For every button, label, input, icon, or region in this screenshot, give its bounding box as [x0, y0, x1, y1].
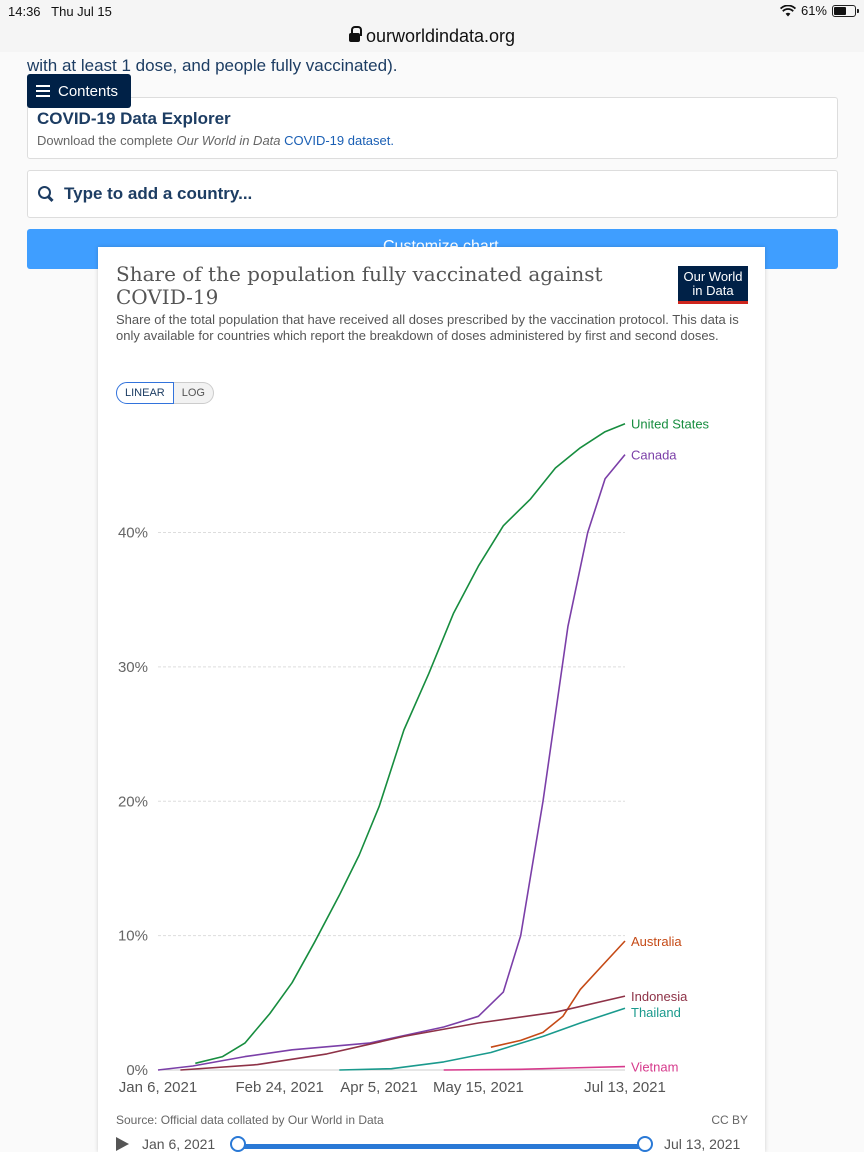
search-icon — [38, 186, 54, 202]
chart-title: Share of the population fully vaccinated… — [116, 262, 603, 309]
log-scale-button[interactable]: LOG — [173, 382, 214, 404]
status-bar: 14:36 Thu Jul 15 61% — [0, 0, 864, 22]
x-tick-label: Jul 13, 2021 — [584, 1079, 666, 1096]
battery-icon — [832, 4, 859, 17]
series-line — [157, 454, 626, 1071]
license-link[interactable]: CC BY — [711, 1113, 748, 1127]
timeline-end-handle[interactable] — [637, 1136, 653, 1152]
timeline-track[interactable] — [239, 1144, 649, 1149]
status-right: 61% — [779, 3, 859, 18]
line-chart: 0% 10% 20% 30% 40% Jan 6, 2021 Feb 24, 2021 Apr… — [118, 417, 710, 1096]
url-text[interactable]: ourworldindata.org — [365, 25, 516, 46]
lock-icon — [348, 25, 362, 44]
series-line — [180, 995, 626, 1071]
linear-scale-button[interactable]: LINEAR — [116, 382, 174, 404]
x-tick-label: Feb 24, 2021 — [236, 1079, 324, 1096]
y-tick-label: 20% — [118, 793, 148, 810]
data-explorer-card[interactable]: COVID-19 Data Explorer Download the comp… — [27, 97, 838, 159]
timeline-end-label: Jul 13, 2021 — [664, 1136, 741, 1152]
series-label: Indonesia — [631, 989, 688, 1004]
page-content: with at least 1 dose, and people fully v… — [0, 52, 864, 1152]
timeline-slider[interactable]: Jan 6, 2021 Jul 13, 2021 — [116, 1135, 756, 1152]
y-tick-label: 10% — [118, 928, 148, 945]
chart-card: Share of the population fully vaccinated… — [98, 247, 765, 1152]
chart-source: Source: Official data collated by Our Wo… — [116, 1113, 384, 1127]
address-bar[interactable]: ourworldindata.org — [0, 22, 864, 50]
series-line — [443, 1065, 626, 1071]
country-search-input[interactable]: Type to add a country... — [27, 170, 838, 218]
menu-icon — [36, 85, 50, 97]
timeline-start-label: Jan 6, 2021 — [142, 1136, 216, 1152]
series-line — [490, 940, 626, 1048]
status-time: 14:36 Thu Jul 15 — [8, 4, 112, 19]
search-placeholder: Type to add a country... — [64, 184, 253, 203]
x-tick-label: May 15, 2021 — [433, 1079, 524, 1096]
y-tick-label: 30% — [118, 659, 148, 676]
series-line — [195, 422, 626, 1065]
contents-button[interactable]: Contents — [27, 74, 131, 108]
series-line — [339, 1007, 626, 1071]
y-tick-label: 0% — [126, 1062, 148, 1079]
chart-subtitle: Share of the total population that have … — [116, 312, 739, 343]
series-label: Canada — [631, 448, 677, 463]
series-label: Thailand — [631, 1005, 681, 1020]
battery-percent: 61% — [800, 3, 827, 18]
play-icon[interactable] — [116, 1137, 129, 1151]
series-label: Vietnam — [631, 1060, 678, 1075]
x-tick-label: Apr 5, 2021 — [340, 1079, 418, 1096]
owid-logo[interactable]: Our World in Data — [678, 266, 748, 304]
data-explorer-subtitle: Download the complete Our World in Data … — [37, 133, 394, 148]
timeline-start-handle[interactable] — [230, 1136, 246, 1152]
wifi-icon — [779, 4, 796, 16]
scale-toggle[interactable]: LINEAR LOG — [116, 382, 214, 404]
contents-label: Contents — [58, 82, 119, 100]
intro-text: with at least 1 dose, and people fully v… — [27, 56, 398, 75]
data-explorer-title[interactable]: COVID-19 Data Explorer — [37, 109, 231, 128]
y-tick-label: 40% — [118, 525, 148, 542]
x-tick-label: Jan 6, 2021 — [119, 1079, 197, 1096]
series-label: Australia — [631, 934, 682, 949]
series-label: United States — [631, 417, 710, 432]
dataset-link[interactable]: COVID-19 dataset. — [284, 133, 394, 148]
